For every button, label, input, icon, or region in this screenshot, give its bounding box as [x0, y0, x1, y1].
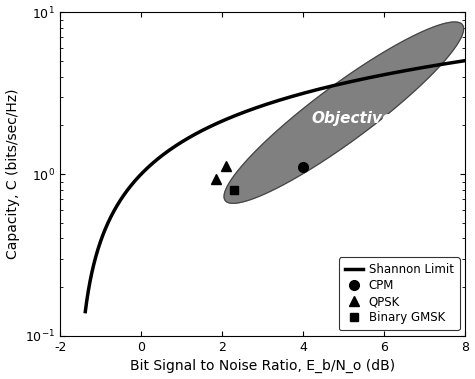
Shannon Limit: [84, 302, 89, 307]
X-axis label: Bit Signal to Noise Ratio, E_b/N_o (dB): Bit Signal to Noise Ratio, E_b/N_o (dB): [130, 359, 395, 373]
Shannon Limit: [102, 227, 108, 232]
Legend: Shannon Limit, CPM, QPSK, Binary GMSK: Shannon Limit, CPM, QPSK, Binary GMSK: [339, 257, 459, 330]
Polygon shape: [224, 22, 464, 203]
Shannon Limit: [83, 309, 88, 314]
Shannon Limit: [89, 269, 95, 273]
Line: Shannon Limit: Shannon Limit: [86, 60, 467, 312]
Y-axis label: Capacity, C (bits/sec/Hz): Capacity, C (bits/sec/Hz): [6, 89, 19, 259]
Shannon Limit: [465, 58, 470, 63]
Text: Objective: Objective: [311, 111, 393, 126]
Shannon Limit: [277, 98, 283, 102]
Shannon Limit: [96, 242, 102, 247]
Shannon Limit: [338, 81, 343, 86]
